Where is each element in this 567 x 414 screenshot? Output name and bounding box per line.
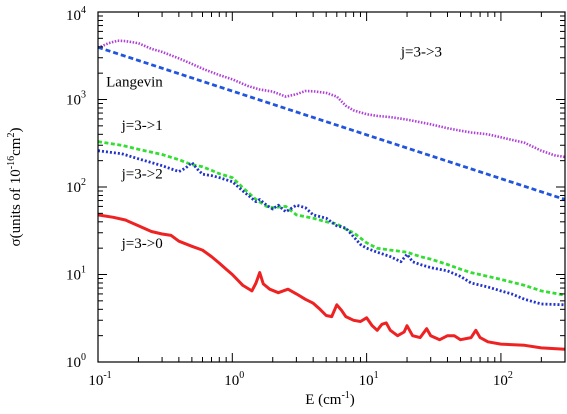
y-axis-title-tail: ): [8, 128, 24, 133]
y-axis-title-sup1: -16: [6, 156, 17, 169]
series-annotation: j=3->2: [121, 167, 163, 183]
x-tick-label: 10-1: [88, 370, 111, 389]
x-tick-label: 101: [359, 370, 379, 389]
x-tick-label: 100: [224, 370, 244, 389]
y-tick-label: 103: [66, 90, 86, 109]
series-line-4: [97, 213, 566, 351]
series-line-1: [97, 45, 566, 201]
series-annotation: j=3->0: [121, 236, 163, 252]
y-axis-title: σ(units of 10-16cm2): [6, 128, 24, 247]
x-axis-title-main: E (cm: [305, 392, 342, 408]
y-tick-label: 102: [66, 177, 86, 196]
y-tick-label: 101: [66, 265, 86, 284]
x-axis-title: E (cm-1): [305, 390, 355, 408]
y-axis-title-main: σ(units of 10: [8, 169, 24, 246]
y-tick-label: 100: [66, 352, 86, 371]
series-line-2: [97, 140, 566, 297]
y-tick-label: 104: [66, 5, 86, 24]
series-annotation: j=3->1: [121, 118, 163, 134]
y-axis-title-mid: cm: [8, 137, 24, 156]
x-tick-label: 102: [493, 370, 513, 389]
annotation-layer: j=3->3 Langevin j=3->1 j=3->2 j=3->0: [106, 45, 442, 253]
series-layer: [97, 39, 566, 351]
tick-marks: [97, 11, 566, 363]
series-line-0: [97, 39, 566, 159]
y-axis-title-sup2: 2: [6, 133, 17, 138]
series-annotation: j=3->3: [400, 45, 442, 61]
series-annotation: Langevin: [106, 75, 163, 91]
x-axis-title-sup: -1: [341, 390, 349, 401]
series-line-3: [97, 149, 566, 307]
plot-frame: [97, 11, 566, 363]
x-axis-title-tail: ): [350, 392, 355, 408]
